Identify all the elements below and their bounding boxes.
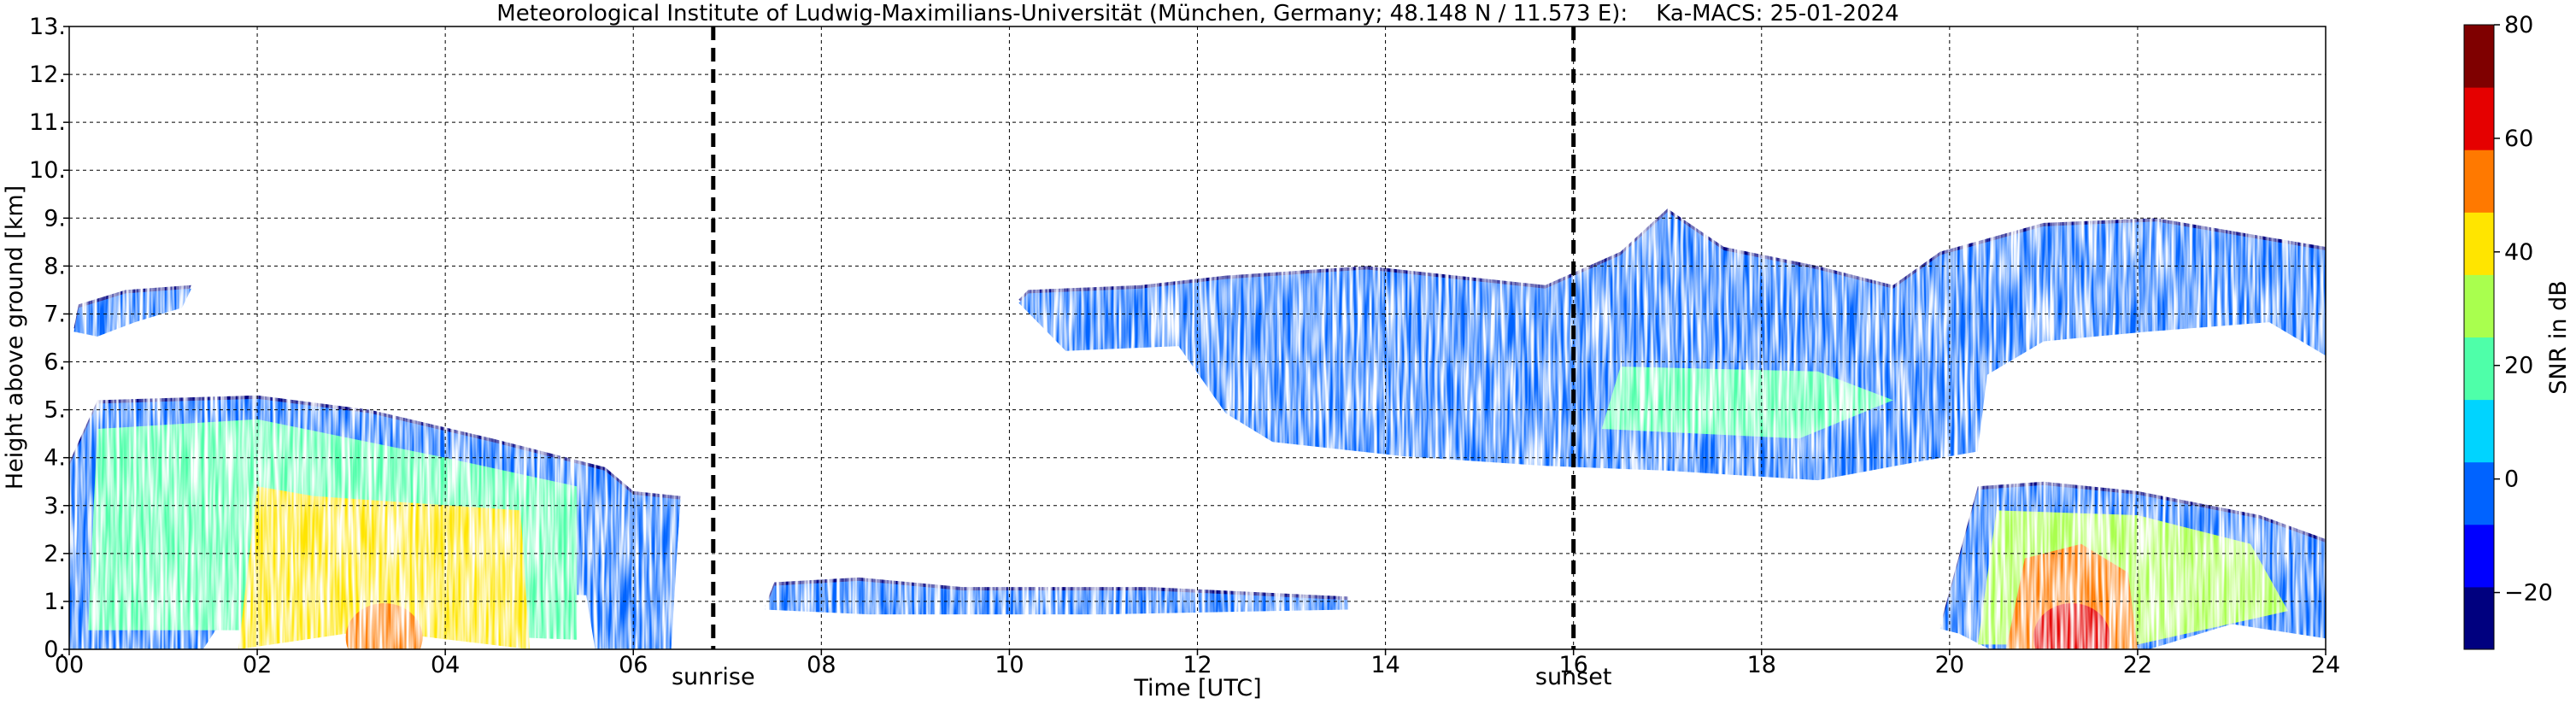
echo-peak (1601, 367, 1893, 439)
y-tick-label: 0. (44, 637, 66, 663)
echo-layer (69, 208, 2326, 649)
echo-region-evening-precipitation (1939, 481, 2326, 649)
colorbar-tick-label: 80 (2504, 12, 2533, 38)
echo-region-night-lower-cloud (69, 395, 681, 649)
colorbar: 80 60 40 20 0 −20 SNR in dB (2463, 12, 2572, 650)
x-tick-label: 12 (1182, 652, 1212, 678)
colorbar-band (2464, 337, 2494, 401)
colorbar-ticks: 80 60 40 20 0 −20 (2494, 12, 2553, 607)
colorbar-band (2464, 150, 2494, 213)
echo-peak (238, 486, 531, 649)
colorbar-band (2464, 461, 2494, 525)
x-tick-label: 24 (2311, 652, 2340, 678)
colorbar-band (2464, 399, 2494, 463)
echo-max (345, 603, 423, 649)
y-tick-label: 3. (44, 493, 66, 519)
echo-region-afternoon-mid-cloud (1018, 208, 2326, 481)
grid-lines (69, 26, 2326, 649)
x-axis-ticks: 00 02 04 06 08 10 12 14 16 18 20 22 24 (55, 649, 2340, 678)
y-tick-label: 2. (44, 541, 66, 567)
colorbar-tick-label: −20 (2504, 580, 2553, 607)
chart-title: Meteorological Institute of Ludwig-Maxim… (496, 1, 1898, 26)
y-tick-label: 13. (29, 14, 66, 40)
x-tick-label: 08 (807, 652, 836, 678)
y-tick-label: 4. (44, 445, 66, 472)
y-tick-label: 6. (44, 349, 66, 376)
x-tick-label: 14 (1370, 652, 1399, 678)
x-tick-label: 00 (55, 652, 84, 678)
x-tick-label: 16 (1558, 652, 1587, 678)
y-tick-label: 5. (44, 397, 66, 424)
echo-body (765, 580, 1348, 615)
y-tick-label: 11. (29, 109, 66, 136)
sunset-label: sunset (1535, 664, 1612, 690)
colorbar-tick-label: 40 (2504, 239, 2533, 266)
colorbar-band (2464, 274, 2494, 337)
colorbar-bands (2464, 25, 2494, 650)
day-night-markers: sunrise sunset (672, 26, 1611, 690)
x-tick-label: 18 (1747, 652, 1776, 678)
y-tick-label: 12. (29, 62, 66, 88)
x-tick-label: 22 (2123, 652, 2152, 678)
colorbar-band (2464, 586, 2494, 650)
plot-area: sunrise sunset (68, 26, 2327, 690)
y-tick-label: 8. (44, 253, 66, 279)
colorbar-tick-label: 20 (2504, 353, 2533, 379)
echo-region-morning-low-streaks (765, 577, 1348, 615)
x-tick-label: 06 (619, 652, 648, 678)
colorbar-band (2464, 524, 2494, 588)
colorbar-frame (2463, 24, 2495, 650)
echo-max (2033, 603, 2110, 649)
echo-region-early-elevated-layer (73, 285, 192, 337)
echo-body (73, 288, 192, 337)
colorbar-tick-label: 60 (2504, 126, 2533, 152)
colorbar-label: SNR in dB (2545, 280, 2572, 395)
x-tick-label: 04 (431, 652, 460, 678)
y-tick-label: 10. (29, 157, 66, 184)
x-tick-label: 02 (243, 652, 272, 678)
colorbar-band (2464, 25, 2494, 88)
y-axis-ticks: 0. 1. 2. 3. 4. 5. 6. 7. 8. 9. 10. 11. 12. 13. (29, 14, 69, 663)
x-tick-label: 20 (1935, 652, 1964, 678)
y-axis-label: Height above ground [km] (2, 185, 28, 490)
x-tick-label: 10 (995, 652, 1024, 678)
sunrise-label: sunrise (672, 664, 755, 690)
colorbar-band (2464, 87, 2494, 150)
y-tick-label: 7. (44, 301, 66, 327)
y-tick-label: 1. (44, 589, 66, 615)
colorbar-band (2464, 212, 2494, 275)
y-tick-label: 9. (44, 205, 66, 232)
x-axis-label: Time [UTC] (1133, 675, 1261, 701)
colorbar-tick-label: 0 (2504, 466, 2519, 493)
